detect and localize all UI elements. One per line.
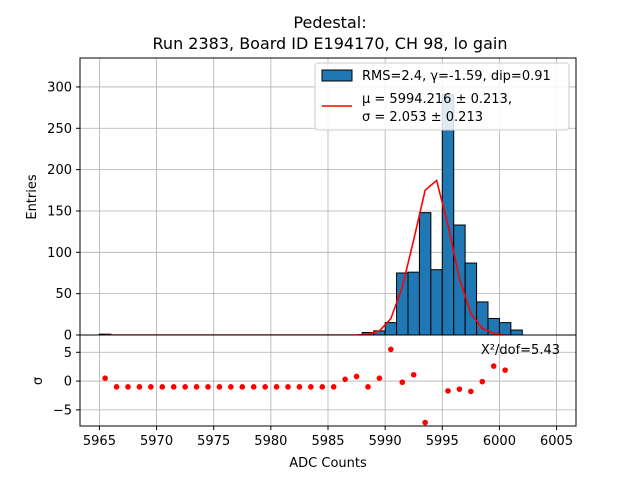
chart-title-line1: Pedestal:: [293, 13, 366, 32]
histogram-bar: [396, 272, 409, 336]
x-tick-label: 5975: [197, 434, 230, 449]
residual-point: [228, 384, 234, 390]
residual-point: [159, 384, 166, 390]
residual-points: [102, 346, 508, 426]
x-tick-label: 5995: [426, 434, 459, 449]
x-tick-label: 5985: [311, 434, 344, 449]
legend-histogram-swatch: [321, 69, 353, 82]
residual-point: [308, 384, 314, 390]
residual-y-label: σ: [31, 377, 46, 385]
x-tick-label: 5970: [140, 434, 173, 449]
legend-histogram-label: RMS=2.4, γ=-1.59, dip=0.91: [362, 69, 551, 84]
residual-point: [193, 384, 200, 390]
residual-point: [342, 376, 348, 383]
residual-point: [205, 384, 211, 390]
residual-point: [456, 386, 463, 392]
residual-point: [365, 384, 371, 390]
residual-point: [376, 375, 383, 381]
y-tick-label: −5: [53, 403, 72, 418]
residual-grid: [80, 335, 576, 426]
residual-point: [399, 379, 406, 386]
residual-point: [445, 388, 451, 394]
histogram-bar: [430, 269, 443, 336]
histogram-y-ticks: 0 50 100 150 200 250 300: [47, 80, 80, 344]
y-tick-label: 150: [47, 204, 72, 219]
y-tick-label: 0: [64, 329, 72, 344]
residual-point: [239, 384, 246, 390]
residual-point: [170, 384, 177, 390]
y-tick-label: 250: [47, 122, 72, 137]
histogram-panel: 0 50 100 150 200 250 300 Entries RMS=2.4, γ=-1…: [25, 57, 577, 344]
residual-point: [262, 384, 268, 390]
chi2-annotation: X²/dof=5.43: [481, 343, 560, 358]
x-tick-label: 6000: [483, 434, 516, 449]
residual-point: [285, 384, 291, 390]
residual-point: [182, 384, 188, 390]
x-tick-label: 5965: [83, 434, 116, 449]
residual-point: [216, 384, 223, 390]
legend: RMS=2.4, γ=-1.59, dip=0.91 μ = 5994.216 …: [314, 62, 570, 131]
histogram-bar: [418, 212, 432, 336]
residual-point: [479, 378, 486, 385]
residual-x-label: ADC Counts: [289, 456, 367, 471]
residual-x-ticks: 5965 5970 5975 5980 5985 5990 5995 6000 6005: [83, 426, 573, 449]
residual-point: [125, 384, 131, 390]
residual-point: [102, 375, 108, 381]
x-tick-label: 5990: [369, 434, 402, 449]
residual-point: [468, 388, 474, 395]
residual-y-ticks: −5 0 5: [53, 346, 80, 418]
y-tick-label: 5: [64, 346, 72, 361]
residual-point: [410, 371, 417, 378]
residual-point: [353, 373, 360, 380]
residual-point: [250, 384, 257, 390]
residual-point: [113, 384, 120, 390]
legend-fit-label-sigma: σ = 2.053 ± 0.213: [362, 110, 483, 125]
residual-point: [273, 384, 280, 390]
y-tick-label: 0: [64, 375, 72, 390]
residual-point: [136, 384, 143, 390]
residual-frame: [79, 334, 577, 427]
residual-point: [422, 419, 428, 426]
residual-point: [388, 346, 394, 353]
histogram-bar: [510, 329, 523, 336]
histogram-bar: [407, 271, 420, 336]
y-tick-label: 100: [47, 246, 72, 261]
chart-title-line2: Run 2383, Board ID E194170, CH 98, lo ga…: [153, 34, 508, 53]
residual-point: [296, 384, 303, 390]
residual-point: [330, 384, 337, 390]
residual-point: [319, 384, 326, 390]
residual-point: [490, 363, 497, 369]
histogram-bar: [498, 322, 512, 336]
y-tick-label: 50: [55, 287, 72, 302]
legend-fit-label-mu: μ = 5994.216 ± 0.213,: [362, 92, 512, 107]
x-tick-label: 5980: [254, 434, 287, 449]
residual-point: [502, 367, 508, 373]
legend-box: [314, 62, 570, 131]
residual-point: [148, 384, 154, 390]
fit-curve: [105, 178, 506, 336]
x-tick-label: 6005: [540, 434, 573, 449]
histogram-y-label: Entries: [25, 174, 40, 220]
y-tick-label: 300: [47, 80, 72, 95]
residual-panel: −5 0 5 5965 5970 5975 5980 5985 5990 5995 6000 600…: [31, 334, 577, 471]
histogram-bar: [384, 322, 398, 336]
y-tick-label: 200: [47, 163, 72, 178]
